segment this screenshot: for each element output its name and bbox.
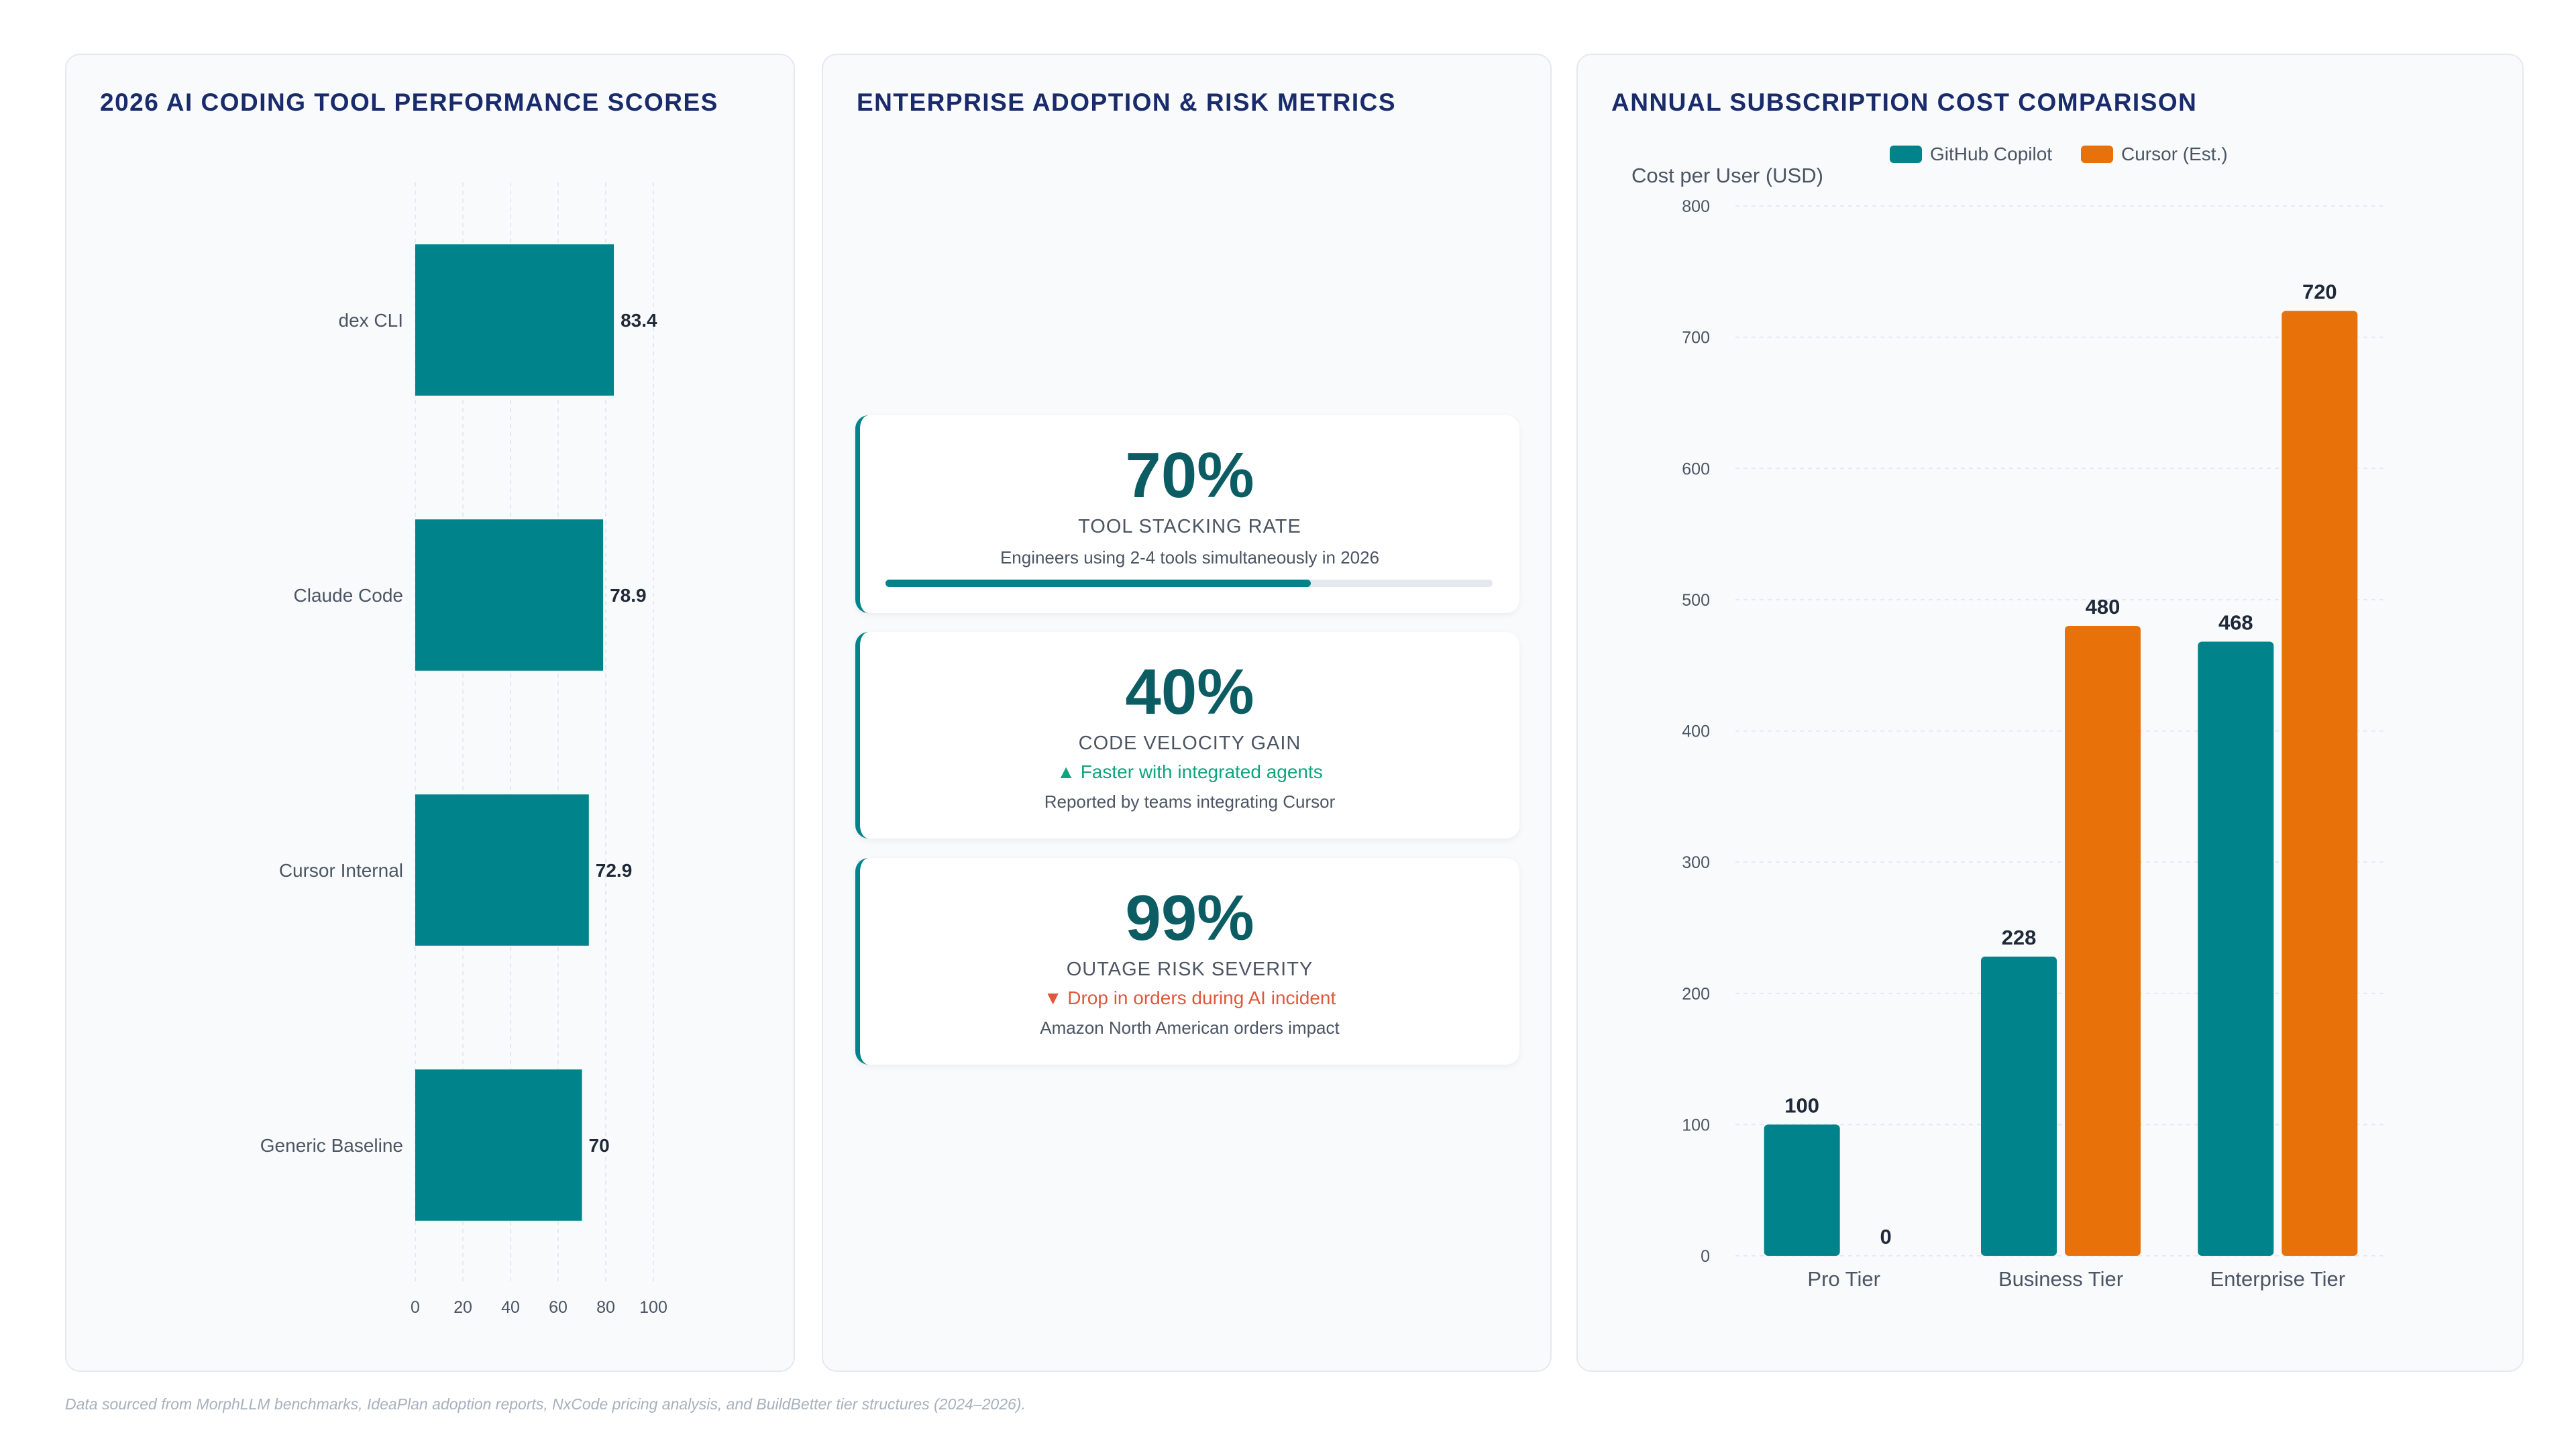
- y-tick-label: 700: [1682, 329, 1710, 347]
- category-label: Generic Baseline: [260, 1135, 403, 1156]
- value-label: 78.9: [610, 585, 647, 606]
- legend: GitHub Copilot Cursor (Est.): [1890, 144, 2228, 164]
- category-label: Cursor Internal: [279, 860, 403, 881]
- kpi-card-tool-stacking: 70% TOOL STACKING RATE Engineers using 2…: [855, 415, 1519, 613]
- cost-comparison-panel: ANNUAL SUBSCRIPTION COST COMPARISON GitH…: [1576, 54, 2524, 1372]
- kpi-label: TOOL STACKING RATE: [1078, 516, 1301, 537]
- value-label: 72.9: [596, 860, 633, 881]
- performance-bar-chart: 0 20 40 60 80 100 dex CLI 83.4 Claude Code 78.9 Cu…: [260, 182, 667, 1317]
- performance-bar: [415, 519, 604, 671]
- adoption-risk-title: ENTERPRISE ADOPTION & RISK METRICS: [857, 89, 1397, 116]
- x-category-label: Business Tier: [1998, 1267, 2123, 1291]
- kpi-value: 70%: [1125, 439, 1254, 511]
- performance-chart-title: 2026 AI CODING TOOL PERFORMANCE SCORES: [100, 89, 718, 116]
- legend-swatch: [1890, 146, 1922, 163]
- category-label: Claude Code: [294, 585, 403, 606]
- legend-swatch: [2081, 146, 2113, 163]
- bar-value-label: 100: [1784, 1093, 1819, 1117]
- category-label: dex CLI: [339, 310, 404, 331]
- y-tick-label: 400: [1682, 722, 1710, 741]
- x-tick-label: 0: [411, 1298, 420, 1317]
- value-label: 83.4: [621, 310, 657, 331]
- bar-value-label: 720: [2302, 280, 2337, 304]
- cost-bar: [1764, 1124, 1840, 1256]
- x-category-label: Pro Tier: [1807, 1267, 1880, 1291]
- y-tick-label: 100: [1682, 1116, 1710, 1134]
- performance-bar: [415, 244, 614, 396]
- tool-stacking-progress-bar: [885, 580, 1493, 587]
- cost-grouped-bar-chart: GitHub Copilot Cursor (Est.) Cost per User…: [1631, 144, 2386, 1291]
- y-tick-label: 600: [1682, 460, 1710, 478]
- y-tick-label: 800: [1682, 197, 1710, 216]
- cost-bar: [1981, 956, 2057, 1256]
- kpi-card-code-velocity: 40% CODE VELOCITY GAIN ▲ Faster with int…: [855, 632, 1519, 839]
- cost-bar: [2198, 641, 2274, 1256]
- y-tick-label: 300: [1682, 853, 1710, 872]
- x-tick-label: 20: [453, 1298, 472, 1317]
- cost-bar: [2282, 311, 2358, 1256]
- legend-label: Cursor (Est.): [2121, 144, 2228, 164]
- data-source-footnote: Data sourced from MorphLLM benchmarks, I…: [65, 1395, 1026, 1413]
- kpi-trend-down: ▼ Drop in orders during AI incident: [1043, 987, 1336, 1008]
- bar-value-label: 228: [2002, 926, 2037, 949]
- bar-value-label: 480: [2086, 595, 2121, 619]
- y-axis-title: Cost per User (USD): [1631, 164, 1823, 187]
- kpi-trend-up: ▲ Faster with integrated agents: [1057, 761, 1323, 782]
- performance-bar: [415, 794, 589, 946]
- x-tick-label: 80: [596, 1298, 615, 1317]
- kpi-card-outage-risk: 99% OUTAGE RISK SEVERITY ▼ Drop in order…: [855, 858, 1519, 1065]
- y-tick-label: 0: [1701, 1247, 1710, 1266]
- performance-bar: [415, 1069, 582, 1221]
- y-tick-label: 500: [1682, 591, 1710, 610]
- y-tick-label: 200: [1682, 985, 1710, 1004]
- cost-bar: [2065, 626, 2141, 1256]
- kpi-description: Engineers using 2-4 tools simultaneously…: [1000, 547, 1380, 568]
- kpi-label: OUTAGE RISK SEVERITY: [1066, 959, 1313, 980]
- kpi-description: Reported by teams integrating Cursor: [1044, 792, 1336, 812]
- x-tick-label: 40: [501, 1298, 520, 1317]
- bar-value-label: 0: [1880, 1225, 1892, 1248]
- x-category-label: Enterprise Tier: [2210, 1267, 2346, 1291]
- kpi-value: 40%: [1125, 656, 1254, 728]
- progress-bar-fill: [885, 580, 1311, 587]
- kpi-description: Amazon North American orders impact: [1040, 1018, 1340, 1038]
- bar-value-label: 468: [2218, 610, 2253, 634]
- kpi-value: 99%: [1125, 882, 1254, 954]
- x-tick-label: 60: [549, 1298, 568, 1317]
- x-tick-label: 100: [639, 1298, 667, 1317]
- adoption-risk-panel: ENTERPRISE ADOPTION & RISK METRICS 70% T…: [822, 54, 1552, 1372]
- value-label: 70: [589, 1135, 610, 1156]
- legend-label: GitHub Copilot: [1930, 144, 2052, 164]
- performance-scores-panel: 2026 AI CODING TOOL PERFORMANCE SCORES 0…: [65, 54, 795, 1372]
- kpi-label: CODE VELOCITY GAIN: [1078, 733, 1301, 754]
- cost-chart-title: ANNUAL SUBSCRIPTION COST COMPARISON: [1611, 89, 2198, 116]
